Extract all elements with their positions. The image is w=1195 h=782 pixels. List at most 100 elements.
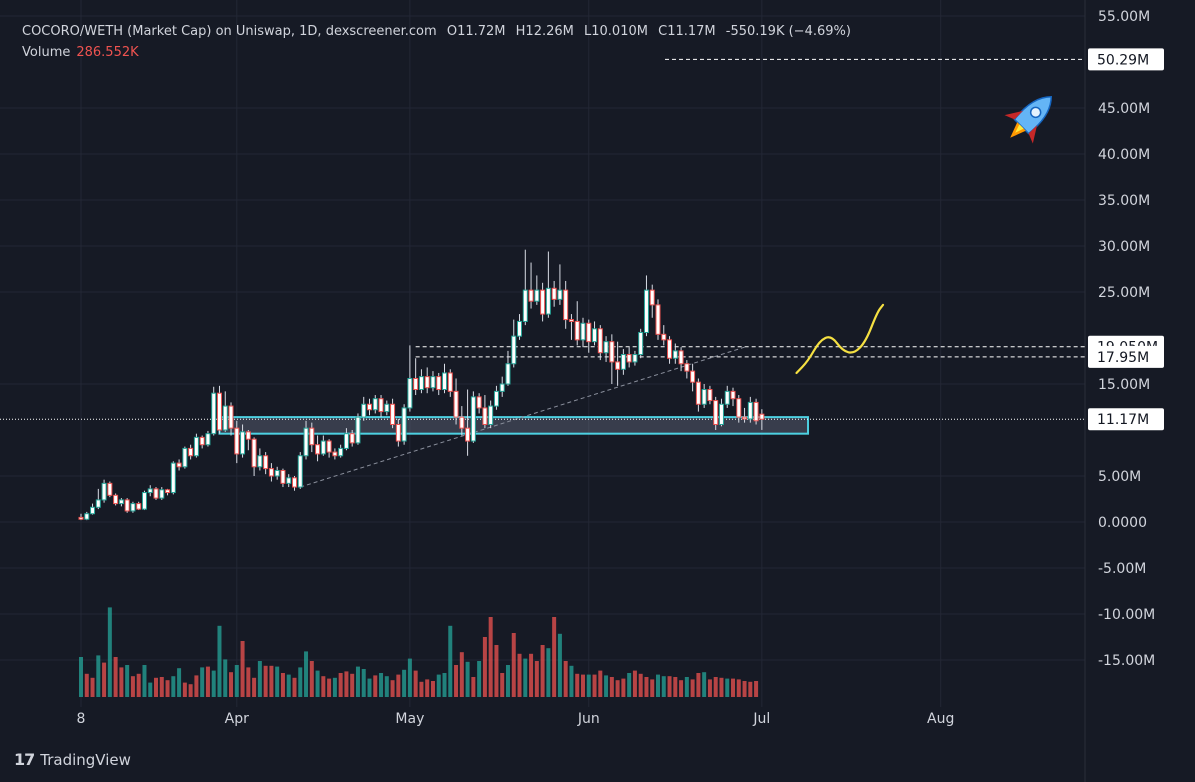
candle[interactable] xyxy=(199,436,205,446)
candle[interactable] xyxy=(349,433,355,444)
candle[interactable] xyxy=(453,390,459,418)
candle[interactable] xyxy=(470,396,476,442)
candle[interactable] xyxy=(222,405,228,431)
candle[interactable] xyxy=(182,447,188,468)
candle[interactable] xyxy=(724,390,730,405)
candle[interactable] xyxy=(505,363,511,385)
candle[interactable] xyxy=(609,341,615,363)
candle[interactable] xyxy=(315,444,321,455)
symbol-title[interactable]: COCORO/WETH (Market Cap) on Uniswap, 1D,… xyxy=(22,24,437,39)
trendline[interactable] xyxy=(300,346,745,488)
candle[interactable] xyxy=(499,383,505,392)
volume-label[interactable]: Volume xyxy=(22,45,71,60)
candle[interactable] xyxy=(113,494,119,505)
candle[interactable] xyxy=(228,405,234,429)
candle[interactable] xyxy=(413,377,419,391)
candle[interactable] xyxy=(361,403,367,418)
candle[interactable] xyxy=(309,427,315,446)
candle[interactable] xyxy=(713,400,719,425)
candle[interactable] xyxy=(684,363,690,372)
candle[interactable] xyxy=(107,482,113,496)
candle[interactable] xyxy=(488,405,494,425)
projection-curve[interactable] xyxy=(795,303,885,375)
candle[interactable] xyxy=(695,381,701,405)
candle[interactable] xyxy=(240,431,246,455)
candle[interactable] xyxy=(90,506,96,515)
candle[interactable] xyxy=(493,390,499,407)
candle[interactable] xyxy=(130,503,136,512)
candle[interactable] xyxy=(592,328,598,343)
candle[interactable] xyxy=(661,333,667,341)
candle[interactable] xyxy=(747,401,753,420)
candle[interactable] xyxy=(701,389,707,405)
candle[interactable] xyxy=(124,499,130,512)
candle[interactable] xyxy=(136,503,142,510)
candle[interactable] xyxy=(511,335,517,365)
candle[interactable] xyxy=(522,289,528,322)
candle[interactable] xyxy=(84,513,90,520)
candle[interactable] xyxy=(632,354,638,363)
candle[interactable] xyxy=(580,322,586,341)
candle[interactable] xyxy=(343,433,349,449)
candle[interactable] xyxy=(384,403,390,413)
candle[interactable] xyxy=(442,372,448,391)
candle[interactable] xyxy=(718,403,724,425)
candle[interactable] xyxy=(395,423,401,442)
candle[interactable] xyxy=(291,477,297,488)
candle[interactable] xyxy=(141,492,147,510)
candle[interactable] xyxy=(667,339,673,359)
candle[interactable] xyxy=(534,289,540,302)
candle[interactable] xyxy=(678,350,684,365)
candle[interactable] xyxy=(465,427,471,442)
candle[interactable] xyxy=(655,304,661,335)
candle[interactable] xyxy=(390,403,396,425)
candle[interactable] xyxy=(338,447,344,457)
candle[interactable] xyxy=(95,499,101,508)
candle[interactable] xyxy=(401,407,407,442)
candle[interactable] xyxy=(615,361,621,370)
candle[interactable] xyxy=(205,433,211,446)
candle[interactable] xyxy=(159,489,165,499)
candle[interactable] xyxy=(730,390,736,400)
candle[interactable] xyxy=(101,482,107,501)
candle[interactable] xyxy=(551,287,557,300)
y-axis[interactable]: 55.00M 45.00M 40.00M 35.00M 30.00M 25.00M 15.0… xyxy=(1098,9,1155,669)
candle[interactable] xyxy=(193,436,199,457)
candle[interactable] xyxy=(574,320,580,341)
candle[interactable] xyxy=(643,289,649,333)
candle[interactable] xyxy=(672,350,678,359)
candle[interactable] xyxy=(447,372,453,392)
candle[interactable] xyxy=(280,469,286,484)
candle[interactable] xyxy=(707,389,713,402)
candle[interactable] xyxy=(742,416,748,420)
candle[interactable] xyxy=(430,376,436,389)
candle[interactable] xyxy=(188,447,194,457)
candle[interactable] xyxy=(251,438,257,468)
candle[interactable] xyxy=(274,469,280,477)
candle[interactable] xyxy=(372,398,378,411)
candle[interactable] xyxy=(540,289,546,315)
candle[interactable] xyxy=(257,455,263,468)
candle[interactable] xyxy=(476,396,482,409)
candle[interactable] xyxy=(286,477,292,484)
candle[interactable] xyxy=(147,488,153,494)
candle[interactable] xyxy=(268,468,274,477)
candle[interactable] xyxy=(638,331,644,356)
candle[interactable] xyxy=(303,427,309,457)
candle[interactable] xyxy=(245,431,251,440)
candle[interactable] xyxy=(528,289,534,302)
candle[interactable] xyxy=(620,354,626,370)
candle[interactable] xyxy=(517,320,523,337)
candle[interactable] xyxy=(626,354,632,363)
candle[interactable] xyxy=(753,401,759,422)
candle[interactable] xyxy=(297,455,303,488)
candle[interactable] xyxy=(597,328,603,354)
candle[interactable] xyxy=(263,455,269,470)
candle[interactable] xyxy=(332,451,338,457)
candle[interactable] xyxy=(424,376,430,389)
candle[interactable] xyxy=(418,376,424,391)
candle[interactable] xyxy=(78,516,84,520)
candle[interactable] xyxy=(649,289,655,306)
candle[interactable] xyxy=(176,462,182,468)
candle[interactable] xyxy=(557,289,563,300)
